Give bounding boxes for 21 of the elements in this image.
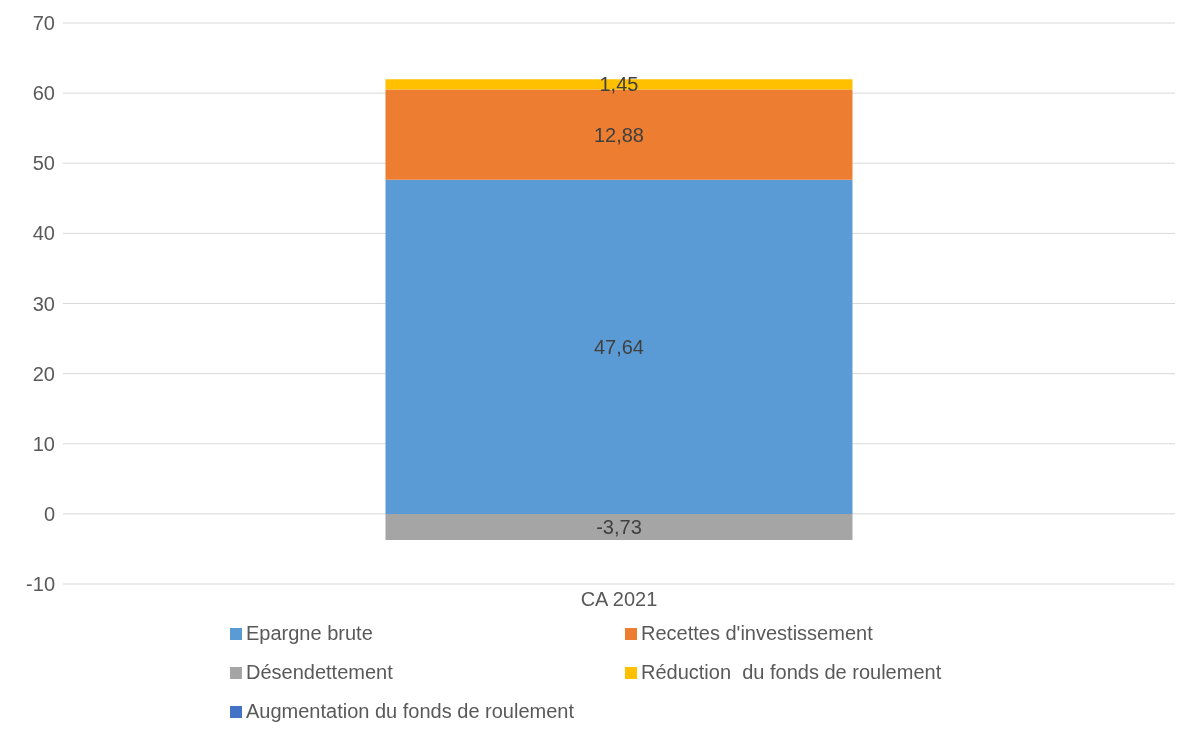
legend-label: Augmentation du fonds de roulement [246, 700, 574, 723]
data-label: 47,64 [593, 335, 645, 358]
x-tick-label: CA 2021 [580, 588, 658, 611]
y-tick-label: 0 [43, 502, 55, 525]
y-tick-label: 50 [32, 152, 55, 175]
data-label: 1,45 [599, 73, 639, 96]
legend-label: Désendettement [246, 661, 393, 684]
y-tick-label: 70 [32, 12, 55, 35]
y-tick-label: 20 [32, 362, 55, 385]
legend-label: Recettes d'investissement [641, 622, 873, 645]
data-label: -3,73 [596, 516, 642, 539]
y-tick-label: -10 [26, 573, 55, 596]
data-label: 12,88 [593, 123, 645, 146]
y-tick-label: 60 [32, 82, 55, 105]
legend-label: Réduction du fonds de roulement [641, 661, 942, 684]
y-tick-label: 30 [32, 292, 55, 315]
y-tick-label: 40 [32, 222, 55, 245]
y-tick-label: 10 [32, 432, 55, 455]
bar [385, 179, 853, 514]
legend-label: Epargne brute [246, 622, 373, 645]
bar [385, 513, 853, 541]
